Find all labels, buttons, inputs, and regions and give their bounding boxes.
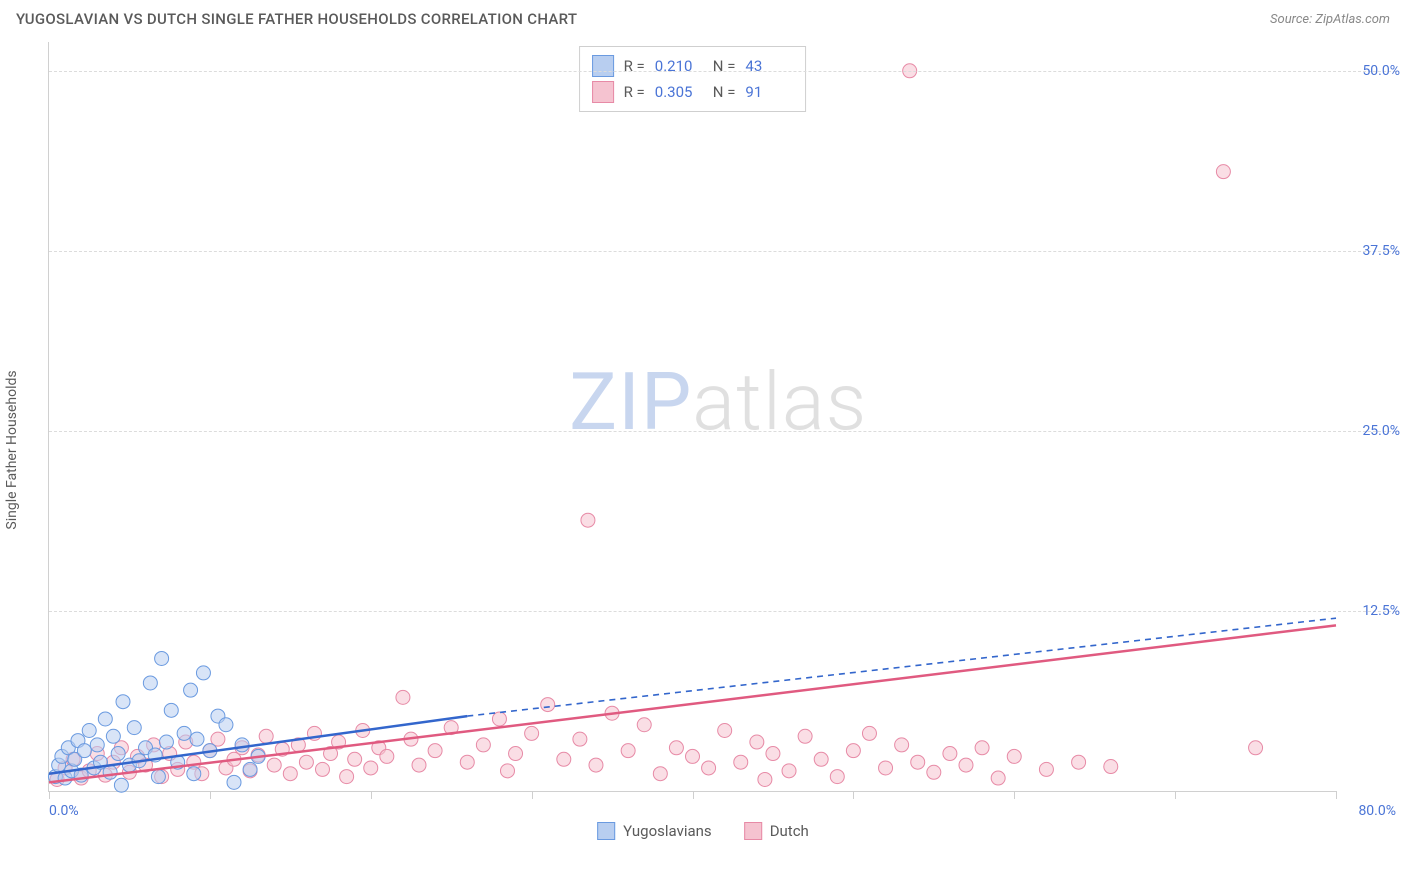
- swatch-dutch: [592, 81, 614, 103]
- y-tick-label: 37.5%: [1362, 243, 1400, 259]
- title-bar: YUGOSLAVIAN VS DUTCH SINGLE FATHER HOUSE…: [0, 0, 1406, 32]
- r-value-dutch: 0.305: [655, 83, 703, 101]
- x-tick-label: 80.0%: [1358, 803, 1396, 819]
- chart-area: Single Father Households ZIPatlas R = 0.…: [0, 32, 1406, 852]
- n-value-yugoslavians: 43: [745, 57, 793, 75]
- n-value-dutch: 91: [745, 83, 793, 101]
- r-label: R =: [624, 57, 645, 75]
- legend-label-yugoslavians: Yugoslavians: [623, 822, 712, 840]
- bottom-legend: Yugoslavians Dutch: [597, 822, 809, 840]
- plot-svg: [49, 42, 1336, 791]
- source-attribution: Source: ZipAtlas.com: [1270, 12, 1390, 27]
- n-label: N =: [713, 83, 736, 101]
- y-axis-label: Single Father Households: [4, 370, 20, 529]
- swatch-dutch-bottom: [744, 822, 762, 840]
- legend-label-dutch: Dutch: [770, 822, 809, 840]
- swatch-yugoslavians-bottom: [597, 822, 615, 840]
- plot-area: ZIPatlas R = 0.210 N = 43 R = 0.305 N = …: [48, 42, 1336, 792]
- legend-row-dutch: R = 0.305 N = 91: [592, 79, 794, 105]
- y-tick-label: 12.5%: [1362, 603, 1400, 619]
- n-label: N =: [713, 57, 736, 75]
- legend-row-yugoslavians: R = 0.210 N = 43: [592, 53, 794, 79]
- legend-box: R = 0.210 N = 43 R = 0.305 N = 91: [579, 46, 807, 112]
- swatch-yugoslavians: [592, 55, 614, 77]
- legend-item-yugoslavians: Yugoslavians: [597, 822, 712, 840]
- y-tick-label: 25.0%: [1362, 423, 1400, 439]
- x-tick-label: 0.0%: [49, 803, 79, 819]
- r-label: R =: [624, 83, 645, 101]
- legend-item-dutch: Dutch: [744, 822, 809, 840]
- y-tick-label: 50.0%: [1362, 63, 1400, 79]
- r-value-yugoslavians: 0.210: [655, 57, 703, 75]
- chart-title: YUGOSLAVIAN VS DUTCH SINGLE FATHER HOUSE…: [16, 10, 577, 28]
